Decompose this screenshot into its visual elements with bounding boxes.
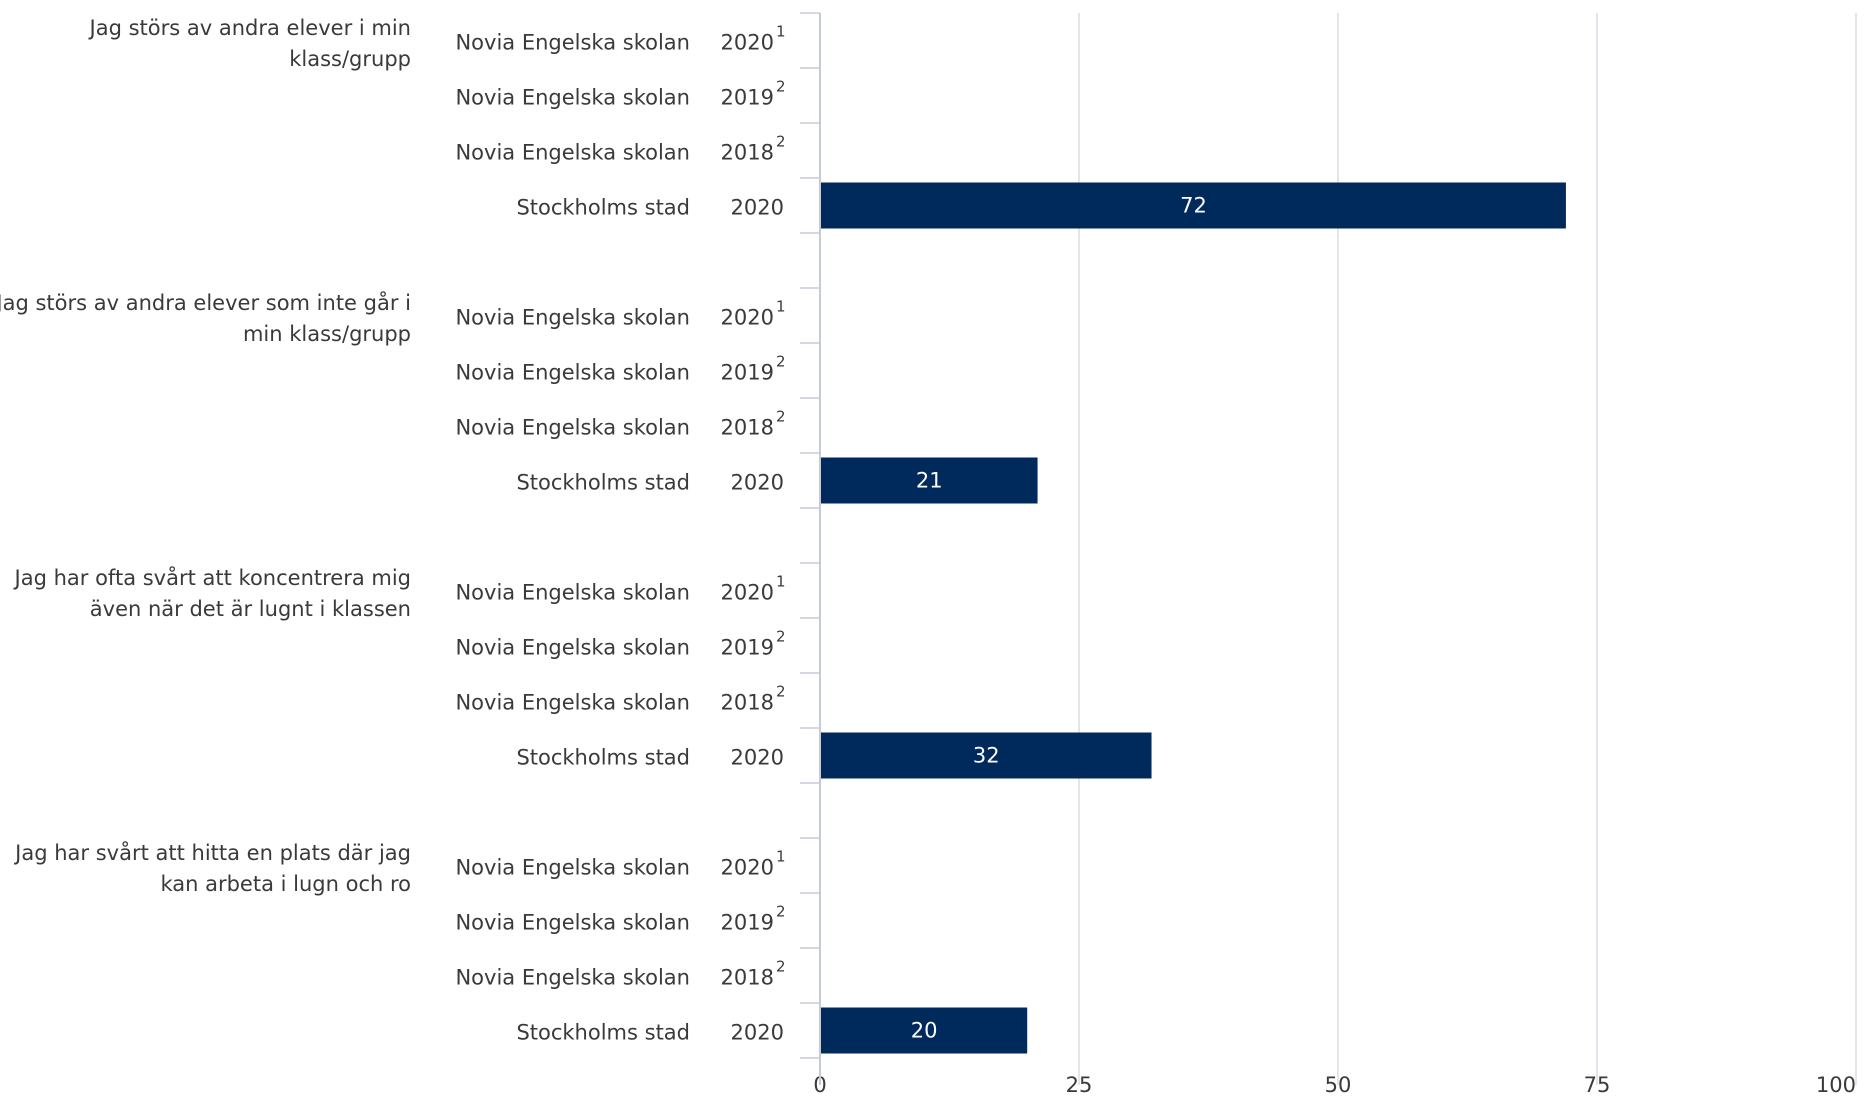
bar-value-label: 20 (911, 1019, 938, 1043)
row-year-label: 2020 (721, 856, 774, 880)
bar (821, 1007, 1028, 1054)
bar-value-label: 32 (973, 744, 1000, 768)
row-year-label: 2020 (721, 581, 774, 605)
row-year-label: 2020 (721, 306, 774, 330)
row-footnote-marker: 2 (776, 353, 786, 371)
row-year-label: 2019 (721, 911, 774, 935)
group-label: Jag störs av andra elever i min klass/gr… (89, 16, 411, 71)
row-year-label: 2018 (721, 966, 774, 990)
row-footnote-marker: 2 (776, 78, 786, 96)
row-year-label: 2018 (721, 141, 774, 165)
row-unit-label: Novia Engelska skolan (455, 911, 690, 935)
bar-value-label: 21 (916, 469, 943, 493)
row-unit-label: Novia Engelska skolan (455, 581, 690, 605)
row-unit-label: Stockholms stad (516, 1021, 690, 1045)
row-year-label: 2019 (721, 361, 774, 385)
x-tick-label: 25 (1066, 1073, 1093, 1097)
bar (821, 457, 1038, 504)
row-unit-label: Stockholms stad (516, 746, 690, 770)
row-year-label: 2020 (731, 746, 784, 770)
row-footnote-marker: 2 (776, 958, 786, 976)
row-footnote-marker: 1 (776, 848, 786, 866)
row-footnote-marker: 1 (776, 573, 786, 591)
x-tick-label: 50 (1325, 1073, 1352, 1097)
row-unit-label: Novia Engelska skolan (455, 636, 690, 660)
row-footnote-marker: 2 (776, 683, 786, 701)
row-footnote-marker: 1 (776, 23, 786, 41)
row-unit-label: Novia Engelska skolan (455, 856, 690, 880)
bar-value-label: 72 (1180, 194, 1207, 218)
x-tick-label: 75 (1584, 1073, 1611, 1097)
row-year-label: 2019 (721, 636, 774, 660)
row-unit-label: Novia Engelska skolan (455, 31, 690, 55)
x-tick-label: 100 (1816, 1073, 1856, 1097)
row-year-label: 2018 (721, 691, 774, 715)
row-unit-label: Novia Engelska skolan (455, 141, 690, 165)
row-footnote-marker: 1 (776, 298, 786, 316)
row-unit-label: Novia Engelska skolan (455, 306, 690, 330)
bar (821, 182, 1566, 229)
row-unit-label: Novia Engelska skolan (455, 416, 690, 440)
row-unit-label: Stockholms stad (516, 471, 690, 495)
row-footnote-marker: 2 (776, 903, 786, 921)
row-unit-label: Stockholms stad (516, 196, 690, 220)
group-label: Jag störs av andra elever som inte går i… (0, 291, 411, 346)
row-year-label: 2020 (731, 196, 784, 220)
row-footnote-marker: 2 (776, 408, 786, 426)
row-unit-label: Novia Engelska skolan (455, 691, 690, 715)
row-year-label: 2020 (731, 471, 784, 495)
group-label: Jag har svårt att hitta en plats där jag… (15, 841, 411, 896)
row-unit-label: Novia Engelska skolan (455, 86, 690, 110)
row-footnote-marker: 2 (776, 628, 786, 646)
row-unit-label: Novia Engelska skolan (455, 966, 690, 990)
row-footnote-marker: 2 (776, 133, 786, 151)
group-label: Jag har ofta svårt att koncentrera mig ä… (14, 566, 411, 621)
row-unit-label: Novia Engelska skolan (455, 361, 690, 385)
row-year-label: 2020 (721, 31, 774, 55)
row-year-label: 2020 (731, 1021, 784, 1045)
row-year-label: 2019 (721, 86, 774, 110)
bar (821, 732, 1152, 779)
row-year-label: 2018 (721, 416, 774, 440)
